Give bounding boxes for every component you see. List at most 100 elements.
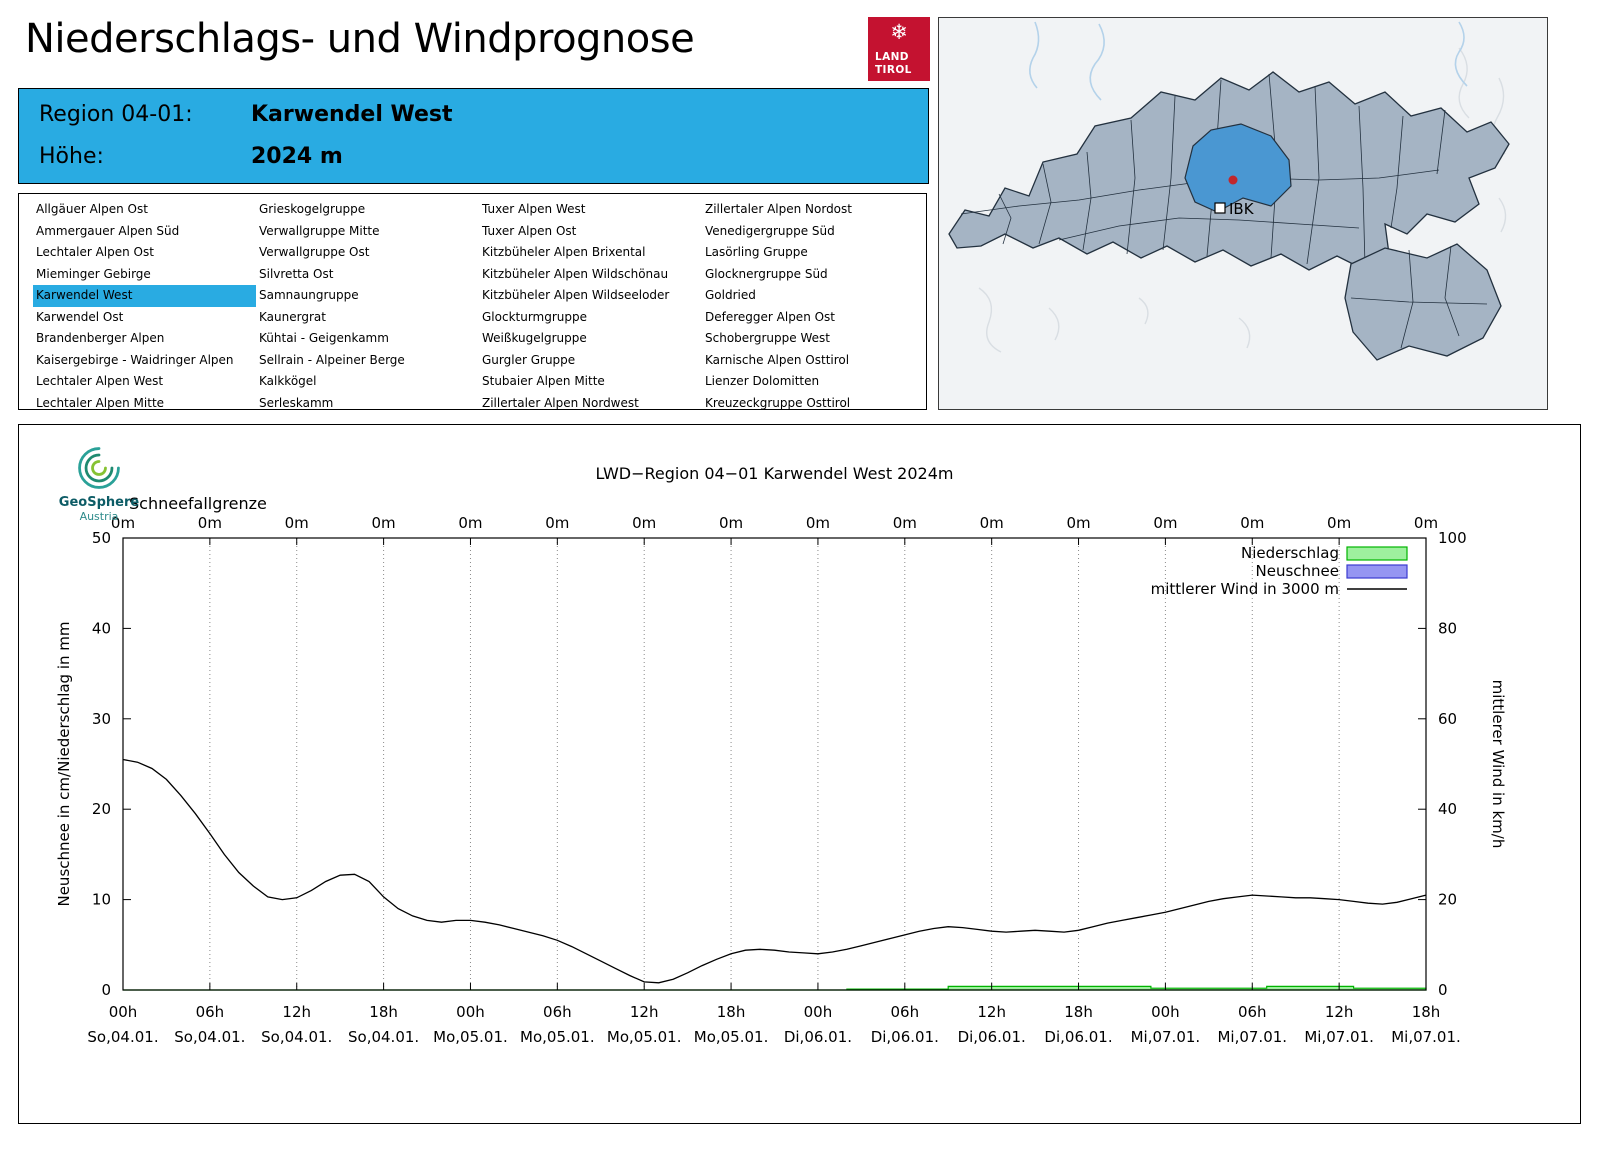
y-axis-right-title: mittlerer Wind in km/h <box>1489 680 1507 849</box>
region-list-item[interactable]: Goldried <box>705 288 756 302</box>
svg-text:Mo,05.01.: Mo,05.01. <box>607 1028 682 1046</box>
region-list-item[interactable]: Allgäuer Alpen Ost <box>36 202 148 216</box>
svg-text:mittlerer Wind in 3000 m: mittlerer Wind in 3000 m <box>1151 580 1339 598</box>
svg-text:Di,06.01.: Di,06.01. <box>958 1028 1026 1046</box>
altitude-label: Höhe: <box>39 144 104 169</box>
region-list-item[interactable]: Venedigergruppe Süd <box>705 223 835 238</box>
region-list-item[interactable]: Kitzbüheler Alpen Wildseeloder <box>482 288 670 302</box>
svg-text:0: 0 <box>1438 981 1448 999</box>
region-list-item[interactable]: Serleskamm <box>259 395 334 410</box>
logo-text-tirol: TIROL <box>875 64 912 76</box>
snowflake-icon: ❄ <box>890 20 908 44</box>
region-list-item[interactable]: Weißkugelgruppe <box>482 331 587 345</box>
svg-text:06h: 06h <box>543 1003 572 1021</box>
region-list-item[interactable]: Stubaier Alpen Mitte <box>482 374 605 388</box>
region-list-item[interactable]: Lasörling Gruppe <box>705 245 808 259</box>
tirol-overview-map: IBK <box>938 17 1548 410</box>
region-list-column: Tuxer Alpen West Tuxer Alpen Ost Kitzbühel… <box>479 199 702 410</box>
svg-text:Mi,07.01.: Mi,07.01. <box>1391 1028 1461 1046</box>
region-list-item[interactable]: Kaisergebirge - Waidringer Alpen <box>36 352 234 367</box>
region-list-item[interactable]: Kühtai - Geigenkamm <box>259 331 389 345</box>
svg-text:Niederschlag: Niederschlag <box>1241 544 1339 562</box>
svg-text:0m: 0m <box>1066 514 1090 532</box>
logo-text-land: LAND <box>875 51 909 63</box>
region-list-item[interactable]: Gurgler Gruppe <box>482 352 576 367</box>
region-list-item[interactable]: Lechtaler Alpen Mitte <box>36 395 165 410</box>
svg-text:Mo,05.01.: Mo,05.01. <box>520 1028 595 1046</box>
region-list-item[interactable]: Ammergauer Alpen Süd <box>36 223 180 238</box>
region-list-item[interactable]: Glocknergruppe Süd <box>705 266 828 281</box>
region-list-item[interactable]: Zillertaler Alpen Nordost <box>705 202 852 216</box>
svg-text:Mi,07.01.: Mi,07.01. <box>1131 1028 1201 1046</box>
svg-text:0m: 0m <box>372 514 396 532</box>
region-list-item[interactable]: Kitzbüheler Alpen Brixental <box>482 245 646 259</box>
region-list-item-selected[interactable]: Karwendel West <box>33 285 256 307</box>
svg-text:0: 0 <box>101 981 111 999</box>
svg-text:18h: 18h <box>717 1003 746 1021</box>
geosphere-logo: GeoSphere Austria <box>49 443 149 523</box>
region-list-item[interactable]: Kreuzeckgruppe Osttirol <box>705 395 851 410</box>
region-list-item[interactable]: Grieskogelgruppe <box>259 202 366 216</box>
region-list-item[interactable]: Kitzbüheler Alpen Wildschönau <box>482 266 669 281</box>
region-list-item[interactable]: Lienzer Dolomitten <box>705 374 820 388</box>
svg-text:0m: 0m <box>893 514 917 532</box>
svg-text:06h: 06h <box>1238 1003 1267 1021</box>
y-axis-right-labels: 0 20 40 60 80 100 <box>1438 529 1467 999</box>
region-list-item[interactable]: Karwendel Ost <box>36 309 124 324</box>
region-list-item[interactable]: Deferegger Alpen Ost <box>705 309 836 324</box>
region-list-column: Allgäuer Alpen Ost Ammergauer Alpen Süd Le… <box>33 199 256 410</box>
svg-text:So,04.01.: So,04.01. <box>261 1028 332 1046</box>
forecast-chart: LWD−Region 04−01 Karwendel West 2024m Sch… <box>55 464 1507 1046</box>
tick-marks <box>122 537 1427 991</box>
region-list-item[interactable]: Kaunergrat <box>259 309 326 324</box>
region-list-item[interactable]: Glockturmgruppe <box>482 309 588 324</box>
svg-text:So,04.01.: So,04.01. <box>174 1028 245 1046</box>
region-info-panel: Region 04-01: Karwendel West Höhe: 2024 m <box>18 88 929 184</box>
svg-text:LWD−Region 04−01 Karwendel Wes: LWD−Region 04−01 Karwendel West 2024m <box>596 464 954 483</box>
svg-text:18h: 18h <box>1064 1003 1093 1021</box>
region-list-item[interactable]: Verwallgruppe Mitte <box>259 223 380 238</box>
region-list-item[interactable]: Brandenberger Alpen <box>36 331 165 345</box>
svg-text:00h: 00h <box>804 1003 833 1021</box>
svg-text:0m: 0m <box>1240 514 1264 532</box>
plot-border <box>122 537 1427 991</box>
region-list-item[interactable]: Samnaungruppe <box>259 288 359 302</box>
region-list-item[interactable]: Lechtaler Alpen West <box>36 374 164 388</box>
svg-text:12h: 12h <box>282 1003 311 1021</box>
region-list-item[interactable]: Kalkkögel <box>259 374 317 388</box>
east-tirol-borders <box>1350 245 1488 349</box>
page-title: Niederschlags- und Windprognose <box>25 16 695 62</box>
svg-text:0m: 0m <box>719 514 743 532</box>
region-list-item[interactable]: Schobergruppe West <box>705 331 830 345</box>
svg-text:06h: 06h <box>891 1003 920 1021</box>
axis-titles: Neuschnee in cm/Niederschlag in mm mittle… <box>55 621 1507 906</box>
region-list-item[interactable]: Tuxer Alpen West <box>482 202 586 216</box>
ibk-city-dot <box>1228 175 1238 185</box>
svg-text:Mo,05.01.: Mo,05.01. <box>694 1028 769 1046</box>
region-list-item[interactable]: Sellrain - Alpeiner Berge <box>259 352 405 367</box>
region-list-item[interactable]: Karnische Alpen Osttirol <box>705 352 850 367</box>
region-list-item[interactable]: Silvretta Ost <box>259 266 334 281</box>
svg-text:Di,06.01.: Di,06.01. <box>1044 1028 1112 1046</box>
svg-text:12h: 12h <box>630 1003 659 1021</box>
region-list-item[interactable]: Tuxer Alpen Ost <box>482 223 577 238</box>
region-list-item[interactable]: Mieminger Gebirge <box>36 266 151 281</box>
svg-text:00h: 00h <box>1151 1003 1180 1021</box>
region-list-item[interactable]: Verwallgruppe Ost <box>259 245 370 259</box>
chart-header: LWD−Region 04−01 Karwendel West 2024m Sch… <box>129 464 953 513</box>
region-list-item[interactable]: Zillertaler Alpen Nordwest <box>482 395 639 410</box>
region-label: Region 04-01: <box>39 102 193 127</box>
svg-text:18h: 18h <box>369 1003 398 1021</box>
svg-text:50: 50 <box>92 529 111 547</box>
svg-text:06h: 06h <box>196 1003 225 1021</box>
svg-text:20: 20 <box>92 800 111 818</box>
svg-text:30: 30 <box>92 710 111 728</box>
region-value: Karwendel West <box>251 102 453 127</box>
region-list-item[interactable]: Lechtaler Alpen Ost <box>36 245 154 259</box>
region-list-column: Zillertaler Alpen Nordost Venedigergruppe… <box>702 199 925 410</box>
x-axis-labels: 00h So,04.01. 06h So,04.01. 12h So,04.01. 18h S… <box>87 1003 1460 1046</box>
svg-text:80: 80 <box>1438 619 1457 637</box>
svg-text:0m: 0m <box>980 514 1004 532</box>
